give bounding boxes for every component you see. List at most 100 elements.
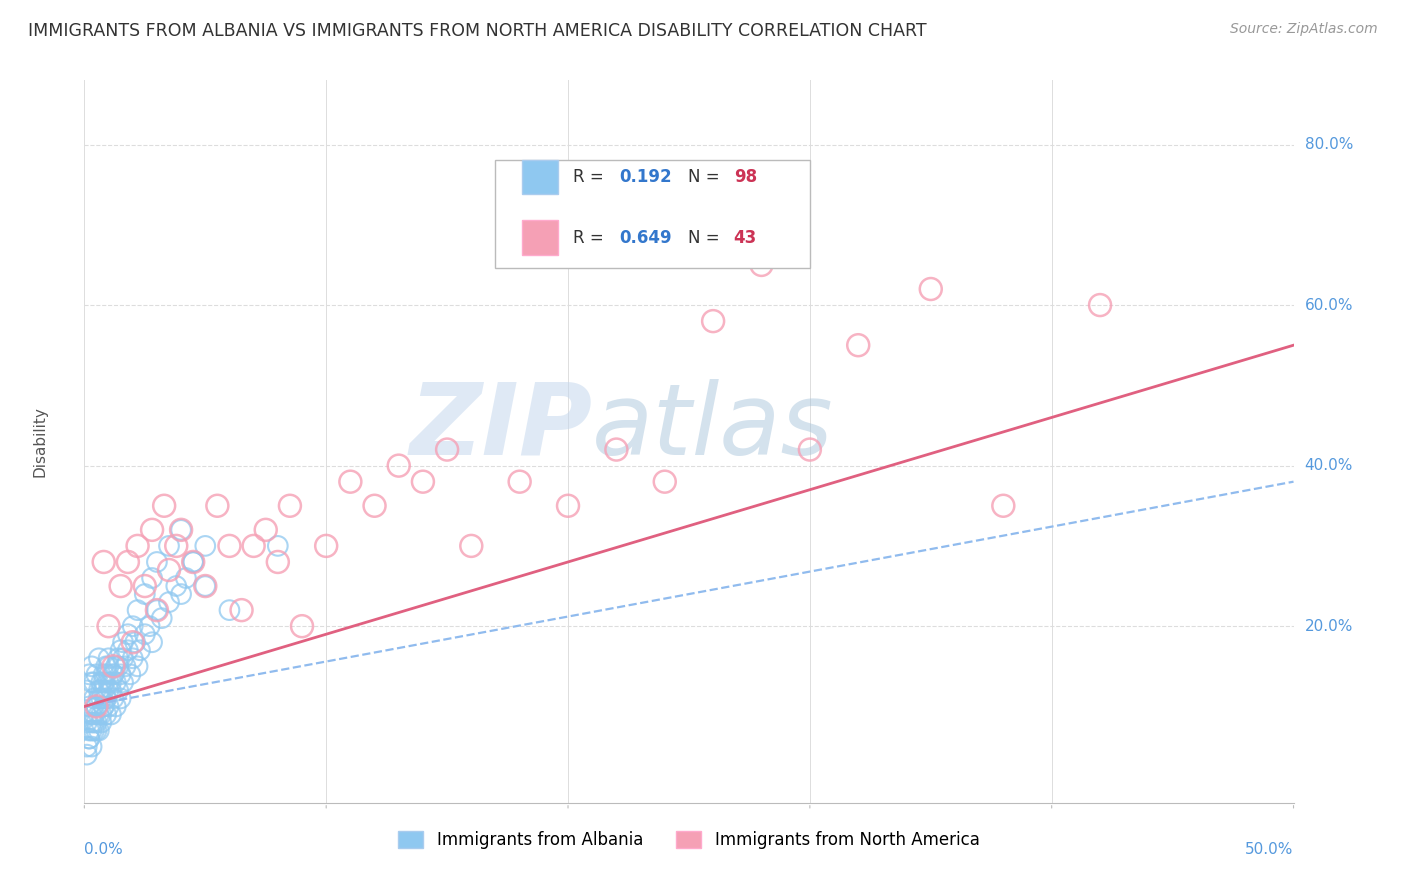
Point: [100, 675, 122, 690]
Point: [194, 539, 217, 553]
Point: [799, 442, 821, 457]
Point: [112, 635, 135, 649]
Point: [94, 707, 117, 722]
Text: Disability: Disability: [32, 406, 48, 477]
Point: [100, 707, 122, 722]
Text: N =: N =: [688, 228, 724, 247]
Text: N =: N =: [688, 168, 724, 186]
Legend: Immigrants from Albania, Immigrants from North America: Immigrants from Albania, Immigrants from…: [392, 824, 986, 856]
Point: [87, 651, 110, 665]
Point: [170, 523, 193, 537]
Point: [94, 667, 117, 681]
Point: [76, 747, 98, 762]
Point: [94, 691, 117, 706]
Point: [103, 667, 125, 681]
Point: [388, 458, 411, 473]
Point: [97, 659, 120, 673]
Point: [121, 635, 143, 649]
Point: [77, 699, 100, 714]
Point: [97, 699, 120, 714]
Point: [363, 499, 385, 513]
Point: [120, 667, 142, 681]
Point: [157, 539, 180, 553]
Point: [124, 635, 146, 649]
Point: [134, 587, 156, 601]
Point: [90, 683, 112, 698]
Point: [100, 683, 122, 698]
Point: [94, 659, 117, 673]
Text: atlas: atlas: [592, 378, 834, 475]
Point: [605, 442, 627, 457]
Point: [107, 651, 129, 665]
Point: [207, 499, 229, 513]
Point: [174, 571, 197, 585]
Point: [86, 699, 108, 714]
Point: [141, 523, 163, 537]
Point: [110, 579, 132, 593]
Text: R =: R =: [572, 228, 609, 247]
Point: [93, 699, 115, 714]
Point: [80, 739, 103, 754]
Point: [165, 579, 187, 593]
Point: [218, 539, 240, 553]
Point: [86, 723, 108, 738]
Point: [97, 651, 120, 665]
Point: [76, 715, 98, 730]
Point: [93, 683, 115, 698]
Point: [134, 627, 156, 641]
Point: [146, 603, 169, 617]
Point: [90, 691, 112, 706]
Point: [165, 539, 187, 553]
Point: [141, 571, 163, 585]
Point: [83, 675, 105, 690]
Point: [77, 731, 100, 746]
Text: 40.0%: 40.0%: [1305, 458, 1353, 473]
Point: [127, 539, 149, 553]
Point: [129, 643, 152, 657]
Point: [97, 683, 120, 698]
Point: [80, 715, 103, 730]
Point: [557, 499, 579, 513]
Text: Source: ZipAtlas.com: Source: ZipAtlas.com: [1230, 22, 1378, 37]
Point: [117, 627, 139, 641]
Text: 0.192: 0.192: [619, 168, 672, 186]
Point: [86, 667, 108, 681]
Point: [93, 667, 115, 681]
Point: [83, 723, 105, 738]
Point: [138, 619, 160, 633]
Point: [181, 555, 204, 569]
Point: [157, 563, 180, 577]
Point: [112, 675, 135, 690]
Point: [83, 715, 105, 730]
Point: [181, 555, 204, 569]
Point: [121, 619, 143, 633]
Point: [751, 258, 773, 272]
Point: [117, 643, 139, 657]
Point: [412, 475, 434, 489]
Point: [97, 619, 120, 633]
Text: 0.0%: 0.0%: [84, 842, 124, 856]
Bar: [522, 160, 558, 194]
Point: [83, 691, 105, 706]
Point: [127, 603, 149, 617]
Point: [104, 675, 127, 690]
Point: [83, 707, 105, 722]
Point: [86, 715, 108, 730]
Text: 60.0%: 60.0%: [1305, 298, 1353, 312]
Point: [103, 659, 125, 673]
Point: [702, 314, 724, 328]
Point: [146, 603, 169, 617]
Point: [150, 611, 173, 625]
Point: [267, 555, 290, 569]
Point: [107, 659, 129, 673]
Point: [460, 539, 482, 553]
Point: [278, 499, 301, 513]
Point: [114, 659, 136, 673]
Point: [90, 715, 112, 730]
Point: [76, 683, 98, 698]
Text: 0.649: 0.649: [619, 228, 672, 247]
Point: [315, 539, 337, 553]
Point: [846, 338, 869, 352]
Text: R =: R =: [572, 168, 609, 186]
Point: [90, 675, 112, 690]
